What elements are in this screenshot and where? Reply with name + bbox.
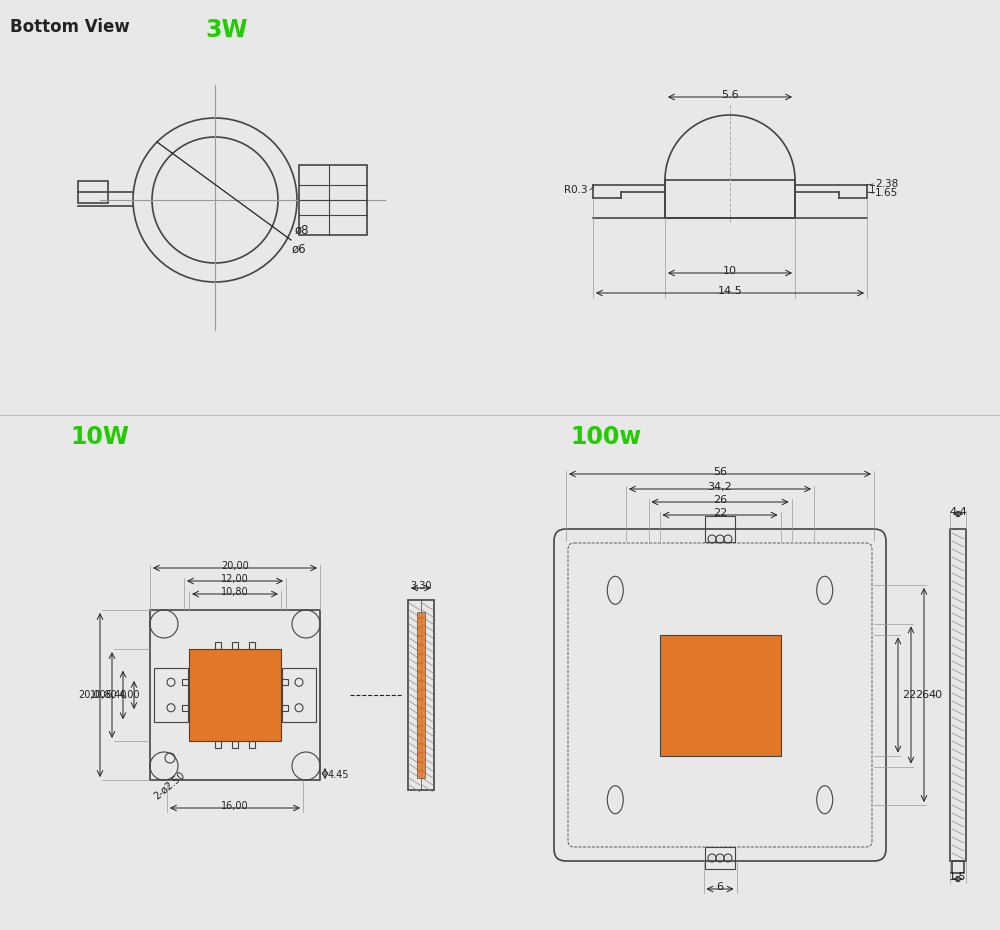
Text: 2.38: 2.38 xyxy=(875,179,898,189)
Circle shape xyxy=(420,688,424,692)
Bar xyxy=(705,516,735,542)
Text: 1.65: 1.65 xyxy=(875,188,898,198)
Circle shape xyxy=(420,653,424,656)
Circle shape xyxy=(420,671,424,673)
Text: 26: 26 xyxy=(915,690,929,700)
Circle shape xyxy=(418,734,420,737)
Circle shape xyxy=(418,761,420,764)
Text: Bottom View: Bottom View xyxy=(10,18,130,36)
Circle shape xyxy=(418,688,420,692)
Text: 1,5: 1,5 xyxy=(949,872,967,882)
Bar xyxy=(182,679,189,685)
Circle shape xyxy=(418,707,420,710)
Circle shape xyxy=(420,724,424,727)
Circle shape xyxy=(420,761,424,764)
Circle shape xyxy=(420,707,424,710)
Bar xyxy=(78,181,108,203)
Bar xyxy=(281,679,288,685)
Circle shape xyxy=(418,724,420,727)
Bar xyxy=(705,847,735,869)
Circle shape xyxy=(418,661,420,665)
Circle shape xyxy=(726,856,730,860)
Bar xyxy=(154,668,188,723)
Text: 12,00: 12,00 xyxy=(221,574,249,584)
Bar xyxy=(232,642,238,649)
Text: 6,40: 6,40 xyxy=(105,690,126,700)
Circle shape xyxy=(718,537,722,541)
Bar xyxy=(952,861,964,873)
Circle shape xyxy=(420,661,424,665)
Bar xyxy=(249,642,255,649)
Bar xyxy=(215,642,221,649)
Text: 4,4: 4,4 xyxy=(949,507,967,517)
Bar xyxy=(950,529,966,861)
Bar xyxy=(299,165,367,235)
Text: 14.5: 14.5 xyxy=(718,286,742,296)
Circle shape xyxy=(710,537,714,541)
Circle shape xyxy=(420,617,424,619)
Text: 2-ø2.50: 2-ø2.50 xyxy=(152,770,187,802)
Circle shape xyxy=(418,742,420,746)
Bar xyxy=(665,180,795,218)
Circle shape xyxy=(710,856,714,860)
Text: 34,2: 34,2 xyxy=(708,482,732,492)
Circle shape xyxy=(418,671,420,673)
Circle shape xyxy=(420,742,424,746)
Text: 22: 22 xyxy=(713,508,727,518)
Circle shape xyxy=(418,751,420,754)
Circle shape xyxy=(420,734,424,737)
Circle shape xyxy=(718,856,722,860)
Text: 3W: 3W xyxy=(205,18,248,42)
Text: 4,00: 4,00 xyxy=(119,690,140,700)
Text: 100w: 100w xyxy=(570,425,641,449)
Text: 26: 26 xyxy=(713,495,727,505)
Circle shape xyxy=(420,626,424,629)
Circle shape xyxy=(418,653,420,656)
Circle shape xyxy=(418,634,420,637)
Bar xyxy=(215,741,221,748)
Text: 40: 40 xyxy=(928,690,942,700)
Bar xyxy=(182,705,189,711)
Text: 16,00: 16,00 xyxy=(221,801,249,811)
Circle shape xyxy=(418,698,420,700)
Text: R0.3: R0.3 xyxy=(564,185,588,195)
Bar xyxy=(282,668,316,723)
Circle shape xyxy=(420,715,424,719)
Circle shape xyxy=(420,680,424,683)
Circle shape xyxy=(418,680,420,683)
Text: 20,00: 20,00 xyxy=(221,561,249,571)
Text: 10,80: 10,80 xyxy=(221,587,249,597)
Bar xyxy=(660,634,780,755)
Text: 5.6: 5.6 xyxy=(721,90,739,100)
Bar xyxy=(281,705,288,711)
Bar xyxy=(417,612,425,778)
Circle shape xyxy=(420,751,424,754)
Bar xyxy=(150,610,320,780)
Circle shape xyxy=(420,634,424,637)
Text: ø6: ø6 xyxy=(292,243,306,256)
Text: 6: 6 xyxy=(716,882,724,892)
Circle shape xyxy=(418,715,420,719)
Text: 3,30: 3,30 xyxy=(410,581,432,591)
Circle shape xyxy=(418,644,420,646)
Circle shape xyxy=(418,617,420,619)
Circle shape xyxy=(420,644,424,646)
Circle shape xyxy=(726,537,730,541)
Bar xyxy=(408,600,434,790)
Bar xyxy=(189,649,281,741)
Circle shape xyxy=(418,626,420,629)
Text: 10W: 10W xyxy=(70,425,129,449)
Text: 4.45: 4.45 xyxy=(328,770,350,780)
Text: 56: 56 xyxy=(713,467,727,477)
Text: 10: 10 xyxy=(723,266,737,276)
Text: ø8: ø8 xyxy=(295,223,309,236)
Text: 22: 22 xyxy=(902,690,916,700)
Bar xyxy=(249,741,255,748)
Circle shape xyxy=(418,769,420,773)
Circle shape xyxy=(420,769,424,773)
Bar xyxy=(232,741,238,748)
Text: 10,80: 10,80 xyxy=(90,690,118,700)
Text: 20,00: 20,00 xyxy=(78,690,106,700)
Circle shape xyxy=(420,698,424,700)
